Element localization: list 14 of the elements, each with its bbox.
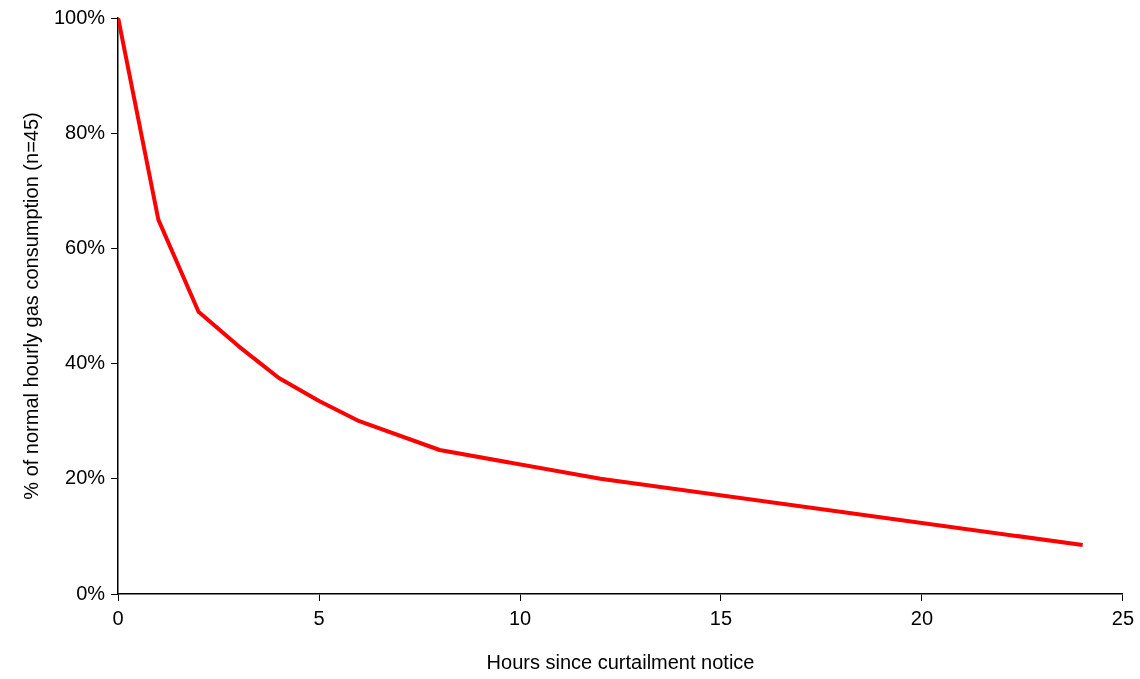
x-tick-label: 10 bbox=[508, 606, 532, 629]
y-tick-label: 80% bbox=[65, 120, 106, 143]
x-tick-label: 25 bbox=[1111, 606, 1134, 629]
y-axis-title: % of normal hourly gas consumption (n=45) bbox=[19, 112, 42, 500]
y-tick-label: 0% bbox=[76, 581, 106, 604]
x-tick-label: 20 bbox=[910, 606, 934, 629]
x-axis-title: Hours since curtailment notice bbox=[486, 650, 755, 673]
y-tick-label: 100% bbox=[54, 5, 106, 28]
y-tick-label: 40% bbox=[65, 351, 106, 374]
y-tick-label: 20% bbox=[65, 466, 106, 489]
x-tick-label: 0 bbox=[112, 606, 124, 629]
x-tick-label: 5 bbox=[313, 606, 325, 629]
y-tick-label: 60% bbox=[65, 235, 106, 258]
x-tick-label: 15 bbox=[709, 606, 733, 629]
